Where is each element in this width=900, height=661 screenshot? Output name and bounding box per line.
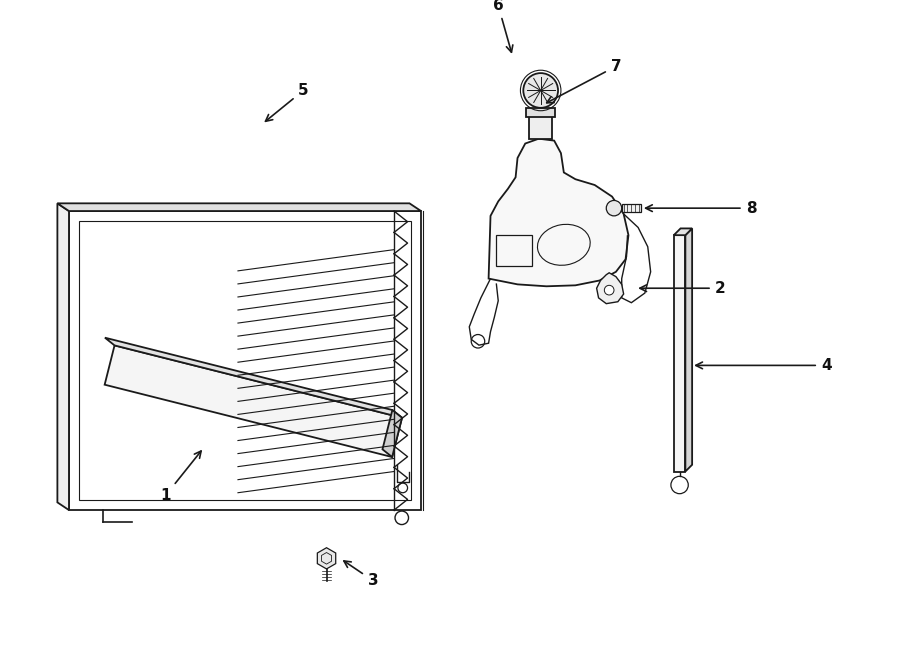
- Text: 1: 1: [160, 451, 201, 503]
- Polygon shape: [489, 139, 628, 286]
- Text: 5: 5: [266, 83, 309, 122]
- Polygon shape: [622, 204, 641, 212]
- Polygon shape: [674, 229, 692, 235]
- Circle shape: [523, 73, 558, 108]
- Text: 4: 4: [696, 358, 832, 373]
- Polygon shape: [529, 112, 553, 139]
- Text: 3: 3: [344, 561, 378, 588]
- Polygon shape: [597, 273, 624, 303]
- Polygon shape: [58, 204, 69, 510]
- Polygon shape: [105, 338, 402, 418]
- Circle shape: [604, 286, 614, 295]
- Circle shape: [607, 200, 622, 216]
- Polygon shape: [318, 548, 336, 569]
- Polygon shape: [382, 410, 402, 457]
- Polygon shape: [674, 235, 686, 471]
- Text: 6: 6: [493, 0, 513, 52]
- Text: 7: 7: [546, 59, 621, 102]
- Text: 8: 8: [645, 201, 756, 215]
- Polygon shape: [526, 108, 555, 118]
- Polygon shape: [104, 346, 402, 457]
- Polygon shape: [686, 229, 692, 471]
- Text: 2: 2: [640, 281, 725, 295]
- Polygon shape: [58, 204, 421, 211]
